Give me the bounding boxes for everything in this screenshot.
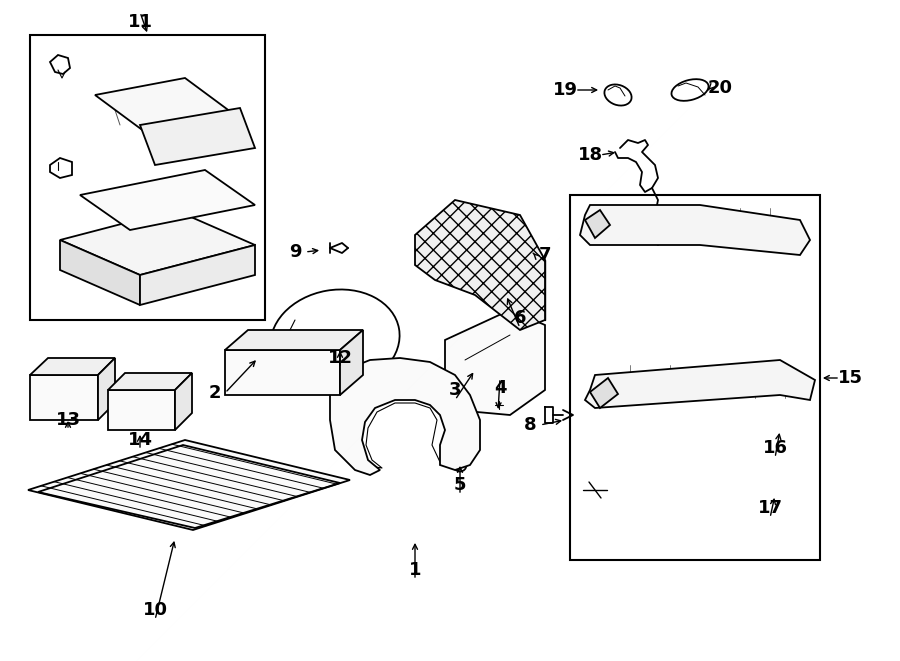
Polygon shape	[140, 108, 255, 165]
Polygon shape	[80, 170, 255, 230]
Text: 5: 5	[454, 476, 466, 494]
Text: 10: 10	[142, 601, 167, 619]
Text: 1: 1	[409, 561, 421, 579]
Bar	[30, 35, 265, 320]
Polygon shape	[585, 210, 610, 238]
Text: 7: 7	[539, 246, 551, 264]
Text: 17: 17	[758, 499, 782, 517]
Polygon shape	[585, 360, 815, 408]
Polygon shape	[30, 375, 98, 420]
Bar	[570, 195, 820, 560]
Text: 3: 3	[449, 381, 461, 399]
Text: 18: 18	[578, 146, 603, 164]
Polygon shape	[415, 200, 545, 330]
Polygon shape	[108, 373, 192, 390]
Text: 4: 4	[494, 379, 506, 397]
Polygon shape	[140, 245, 255, 305]
Polygon shape	[225, 330, 363, 350]
Polygon shape	[225, 350, 340, 395]
Polygon shape	[28, 440, 350, 530]
Text: 14: 14	[128, 431, 152, 449]
Polygon shape	[340, 330, 363, 395]
Polygon shape	[580, 205, 810, 255]
Polygon shape	[95, 78, 235, 132]
Polygon shape	[60, 210, 255, 275]
Text: 8: 8	[524, 416, 536, 434]
Text: 20: 20	[707, 79, 733, 97]
Polygon shape	[60, 240, 140, 305]
Text: 13: 13	[56, 411, 80, 429]
Text: 11: 11	[128, 13, 152, 31]
Polygon shape	[30, 358, 115, 375]
Polygon shape	[175, 373, 192, 430]
Polygon shape	[330, 358, 480, 475]
Text: 19: 19	[553, 81, 578, 99]
Text: 6: 6	[514, 309, 526, 327]
Polygon shape	[98, 358, 115, 420]
Text: 2: 2	[209, 384, 221, 402]
Text: 9: 9	[289, 243, 302, 261]
Text: 15: 15	[838, 369, 862, 387]
Polygon shape	[445, 310, 545, 415]
Text: 16: 16	[762, 439, 788, 457]
Polygon shape	[108, 390, 175, 430]
Polygon shape	[590, 378, 618, 408]
Text: 12: 12	[328, 349, 353, 367]
